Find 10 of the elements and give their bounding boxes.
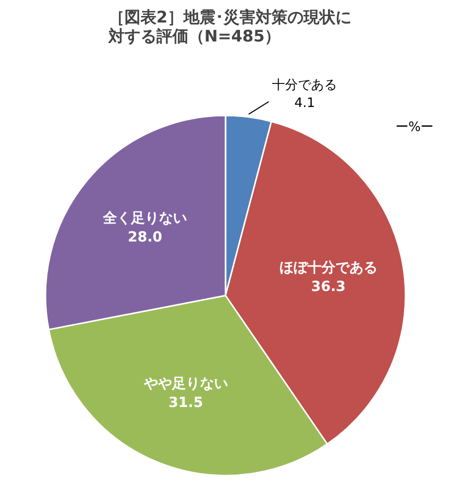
data-label: 4.1: [294, 96, 316, 111]
slice-label: 全く足りない: [102, 210, 187, 226]
data-label: 28.0: [128, 230, 163, 246]
data-label: 31.5: [168, 395, 204, 412]
slice-label: やや足りない: [142, 376, 228, 392]
text: ー%ー: [395, 120, 434, 135]
chart-title: ［図表2］地震･災害対策の現状に対する評価（N=485）: [107, 8, 352, 46]
slice-label: ほぼ十分である: [279, 260, 378, 276]
slice-label: 十分である: [272, 78, 338, 93]
data-label: 36.3: [311, 279, 346, 296]
